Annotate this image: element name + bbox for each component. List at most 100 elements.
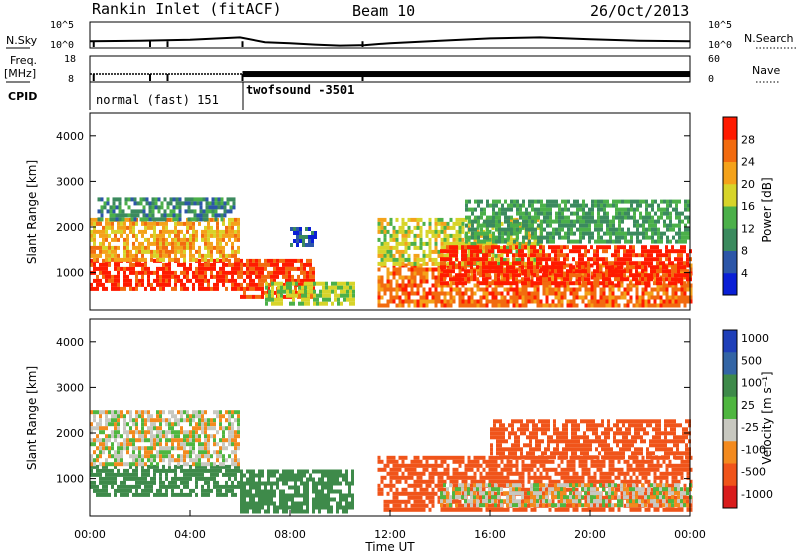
- power-cell: [464, 257, 467, 261]
- power-cell: [188, 197, 191, 201]
- power-cell: [516, 232, 519, 236]
- velocity-cell: [210, 489, 213, 493]
- velocity-cell: [180, 418, 183, 422]
- power-cell: [159, 222, 162, 226]
- power-cell: [201, 263, 204, 267]
- power-cell: [198, 254, 201, 258]
- velocity-cell: [231, 434, 234, 438]
- power-cell: [624, 212, 627, 216]
- velocity-cell: [237, 469, 240, 473]
- power-cell: [144, 246, 147, 250]
- power-cell: [582, 236, 585, 240]
- power-cell: [292, 290, 295, 294]
- velocity-cell: [240, 470, 243, 474]
- power-cell: [285, 263, 288, 267]
- power-cell: [585, 304, 588, 308]
- power-ytick-label-3: 4000: [56, 130, 84, 143]
- velocity-cell: [201, 430, 204, 434]
- velocity-cell: [342, 474, 345, 478]
- velocity-cell: [237, 458, 240, 462]
- velocity-cell: [258, 470, 261, 474]
- power-cell: [680, 253, 683, 257]
- velocity-cell: [132, 430, 135, 434]
- power-cell: [165, 246, 168, 250]
- power-cell: [225, 230, 228, 234]
- power-cell: [149, 217, 152, 221]
- velocity-cell: [102, 446, 105, 450]
- velocity-cell: [114, 477, 117, 481]
- power-cell: [581, 257, 584, 261]
- power-cell: [225, 271, 228, 275]
- power-cell: [678, 224, 681, 228]
- power-cell: [192, 275, 195, 279]
- velocity-cell: [195, 477, 198, 481]
- power-cell: [627, 300, 630, 304]
- power-cell: [504, 288, 507, 292]
- velocity-cell: [291, 498, 294, 502]
- power-cell: [252, 283, 255, 287]
- power-cell: [465, 216, 468, 220]
- velocity-cell: [225, 481, 228, 485]
- power-cell: [623, 273, 626, 277]
- velocity-cell: [267, 482, 270, 486]
- power-cell: [570, 228, 573, 232]
- power-cell: [117, 246, 120, 250]
- velocity-cell: [231, 442, 234, 446]
- power-cell: [126, 226, 129, 230]
- power-cell: [546, 212, 549, 216]
- power-cell: [352, 294, 355, 298]
- power-cell: [449, 257, 452, 261]
- power-cell: [237, 250, 240, 254]
- power-cell: [162, 258, 165, 262]
- velocity-cell: [225, 426, 228, 430]
- velocity-cell: [168, 469, 171, 473]
- power-cell: [219, 259, 222, 263]
- velocity-cell: [126, 473, 129, 477]
- velocity-cell: [162, 485, 165, 489]
- power-cell: [495, 204, 498, 208]
- power-cell: [635, 253, 638, 257]
- power-cell: [636, 228, 639, 232]
- power-cell: [222, 222, 225, 226]
- power-cell: [308, 235, 311, 239]
- power-cell: [459, 218, 462, 222]
- power-cell: [183, 234, 186, 238]
- power-cell: [483, 232, 486, 236]
- power-cell: [621, 216, 624, 220]
- power-cell: [504, 228, 507, 232]
- power-cell: [575, 273, 578, 277]
- power-cell: [107, 197, 110, 201]
- power-cell: [534, 292, 537, 296]
- power-cell: [597, 300, 600, 304]
- velocity-cell: [138, 410, 141, 414]
- power-cell: [687, 288, 690, 292]
- velocity-cell: [228, 410, 231, 414]
- power-cell: [527, 265, 530, 269]
- power-cell: [684, 240, 687, 244]
- velocity-cell: [150, 422, 153, 426]
- power-cell: [636, 240, 639, 244]
- power-cell: [495, 304, 498, 308]
- velocity-cell: [144, 462, 147, 466]
- power-cell: [450, 304, 453, 308]
- velocity-cell: [267, 494, 270, 498]
- velocity-cell: [168, 410, 171, 414]
- velocity-cell: [330, 510, 333, 514]
- power-cell: [477, 224, 480, 228]
- velocity-cell: [213, 485, 216, 489]
- power-cell: [665, 253, 668, 257]
- velocity-cell: [222, 458, 225, 462]
- power-cell: [581, 269, 584, 273]
- power-cell: [494, 281, 497, 285]
- velocity-cell: [273, 494, 276, 498]
- power-cell: [165, 226, 168, 230]
- power-cell: [470, 265, 473, 269]
- power-cell: [522, 220, 525, 224]
- power-cell: [501, 232, 504, 236]
- velocity-cell: [192, 430, 195, 434]
- velocity-cell: [105, 438, 108, 442]
- power-cell: [606, 232, 609, 236]
- velocity-cell: [183, 481, 186, 485]
- velocity-cell: [225, 446, 228, 450]
- power-cell: [294, 267, 297, 271]
